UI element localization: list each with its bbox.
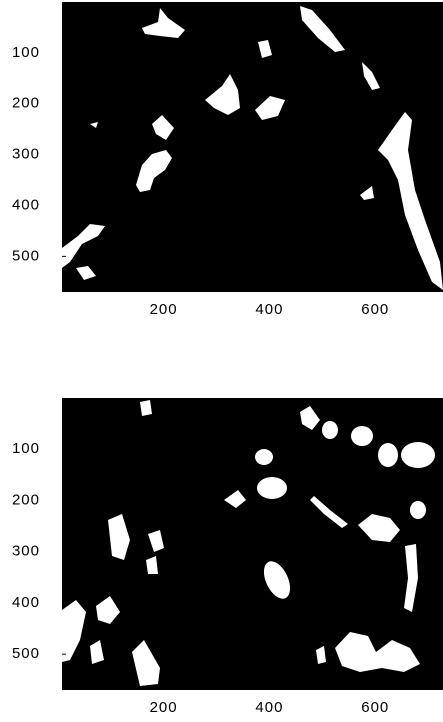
y-tick-label: 100	[12, 440, 40, 457]
x-tick-label: 200	[150, 699, 178, 716]
y-tick-label: 200	[12, 491, 40, 508]
x-tick-label: 600	[361, 301, 389, 318]
y-tick-label: 200	[12, 95, 40, 112]
y-tick-label: 300	[12, 543, 40, 560]
figure: 100 200 300 400 500 200 400 600 100 200 300 400 500 2…	[0, 0, 443, 722]
y-tick-label: 300	[12, 146, 40, 163]
x-tick-label: 200	[150, 301, 178, 318]
y-tick-label: 400	[12, 196, 40, 213]
y-tick-label: 500	[12, 645, 40, 662]
y-tick-label: 400	[12, 594, 40, 611]
x-tick-label: 400	[255, 301, 283, 318]
x-tick-label: 400	[255, 699, 283, 716]
x-tick-label: 600	[361, 699, 389, 716]
y-tick-label: 100	[12, 44, 40, 61]
y-tick-label: 500	[12, 247, 40, 264]
